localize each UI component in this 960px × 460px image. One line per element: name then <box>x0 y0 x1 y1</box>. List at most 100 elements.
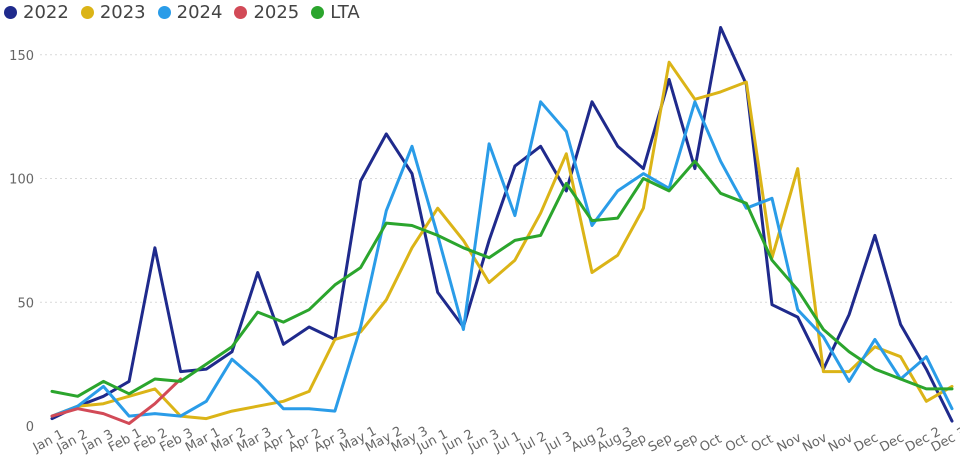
data-point-2022[interactable] <box>641 167 645 171</box>
data-point-2024[interactable] <box>719 159 723 163</box>
data-point-2023[interactable] <box>641 206 645 210</box>
legend-item-2024[interactable]: 2024 <box>157 2 222 23</box>
data-point-lta[interactable] <box>50 389 54 393</box>
data-point-2023[interactable] <box>487 281 491 285</box>
data-point-2024[interactable] <box>590 224 594 228</box>
data-point-2024[interactable] <box>513 214 517 218</box>
data-point-2023[interactable] <box>410 246 414 250</box>
data-point-2022[interactable] <box>436 290 440 294</box>
data-point-2022[interactable] <box>179 370 183 374</box>
data-point-2022[interactable] <box>410 172 414 176</box>
data-point-2022[interactable] <box>513 164 517 168</box>
data-point-lta[interactable] <box>281 320 285 324</box>
data-point-2023[interactable] <box>899 355 903 359</box>
data-point-2024[interactable] <box>847 379 851 383</box>
data-point-2022[interactable] <box>359 179 363 183</box>
data-point-lta[interactable] <box>436 233 440 237</box>
data-point-2023[interactable] <box>719 90 723 94</box>
data-point-2025[interactable] <box>153 402 157 406</box>
data-point-2023[interactable] <box>821 370 825 374</box>
data-point-2022[interactable] <box>281 342 285 346</box>
series-line-2024[interactable] <box>50 100 954 418</box>
data-point-lta[interactable] <box>667 189 671 193</box>
data-point-lta[interactable] <box>693 159 697 163</box>
data-point-2024[interactable] <box>153 412 157 416</box>
data-point-2022[interactable] <box>693 167 697 171</box>
data-point-lta[interactable] <box>256 310 260 314</box>
data-point-lta[interactable] <box>539 233 543 237</box>
data-point-lta[interactable] <box>513 238 517 242</box>
data-point-lta[interactable] <box>924 387 928 391</box>
data-point-2023[interactable] <box>153 387 157 391</box>
data-point-2022[interactable] <box>127 379 131 383</box>
data-point-2024[interactable] <box>924 355 928 359</box>
data-point-2024[interactable] <box>770 196 774 200</box>
data-point-2023[interactable] <box>873 345 877 349</box>
data-point-2024[interactable] <box>950 407 954 411</box>
data-point-lta[interactable] <box>847 350 851 354</box>
series-2023[interactable] <box>50 60 954 421</box>
data-point-2024[interactable] <box>256 379 260 383</box>
data-point-2022[interactable] <box>101 394 105 398</box>
data-point-lta[interactable] <box>744 201 748 205</box>
data-point-lta[interactable] <box>487 256 491 260</box>
data-point-lta[interactable] <box>101 379 105 383</box>
data-point-2023[interactable] <box>333 337 337 341</box>
series-line-2023[interactable] <box>50 60 954 421</box>
data-point-lta[interactable] <box>359 266 363 270</box>
data-point-2024[interactable] <box>693 100 697 104</box>
data-point-2022[interactable] <box>616 144 620 148</box>
data-point-2022[interactable] <box>873 233 877 237</box>
data-point-2023[interactable] <box>281 399 285 403</box>
data-point-2023[interactable] <box>564 152 568 156</box>
data-point-lta[interactable] <box>564 181 568 185</box>
data-point-2024[interactable] <box>487 142 491 146</box>
series-line-2025[interactable] <box>50 377 183 425</box>
data-point-2024[interactable] <box>179 414 183 418</box>
data-point-2024[interactable] <box>564 130 568 134</box>
data-point-2024[interactable] <box>539 100 543 104</box>
data-point-lta[interactable] <box>76 394 80 398</box>
data-point-2023[interactable] <box>204 417 208 421</box>
data-point-lta[interactable] <box>899 377 903 381</box>
data-point-2023[interactable] <box>101 402 105 406</box>
data-point-2022[interactable] <box>899 323 903 327</box>
data-point-lta[interactable] <box>179 379 183 383</box>
series-lta[interactable] <box>50 159 954 398</box>
data-point-2022[interactable] <box>153 246 157 250</box>
data-point-lta[interactable] <box>873 367 877 371</box>
data-point-2022[interactable] <box>307 325 311 329</box>
data-point-2024[interactable] <box>616 189 620 193</box>
data-point-lta[interactable] <box>153 377 157 381</box>
data-point-2023[interactable] <box>384 298 388 302</box>
data-point-2022[interactable] <box>719 26 723 30</box>
data-point-2025[interactable] <box>127 422 131 426</box>
data-point-2023[interactable] <box>461 238 465 242</box>
data-point-2023[interactable] <box>513 258 517 262</box>
data-point-2025[interactable] <box>76 407 80 411</box>
data-point-2024[interactable] <box>204 399 208 403</box>
data-point-2024[interactable] <box>230 357 234 361</box>
data-point-lta[interactable] <box>616 216 620 220</box>
series-line-2022[interactable] <box>50 26 954 423</box>
data-point-2022[interactable] <box>590 100 594 104</box>
data-point-2022[interactable] <box>539 144 543 148</box>
data-point-2023[interactable] <box>436 206 440 210</box>
data-point-2023[interactable] <box>744 80 748 84</box>
data-point-2025[interactable] <box>101 412 105 416</box>
data-point-2023[interactable] <box>924 399 928 403</box>
data-point-2023[interactable] <box>847 370 851 374</box>
data-point-2023[interactable] <box>539 211 543 215</box>
data-point-2023[interactable] <box>590 271 594 275</box>
data-point-2023[interactable] <box>307 389 311 393</box>
data-point-2024[interactable] <box>101 384 105 388</box>
legend-item-2025[interactable]: 2025 <box>234 2 299 23</box>
data-point-2023[interactable] <box>796 167 800 171</box>
data-point-2024[interactable] <box>461 328 465 332</box>
series-2025[interactable] <box>50 377 183 426</box>
data-point-lta[interactable] <box>230 345 234 349</box>
data-point-lta[interactable] <box>307 308 311 312</box>
data-point-lta[interactable] <box>127 392 131 396</box>
data-point-2023[interactable] <box>230 409 234 413</box>
data-point-2022[interactable] <box>796 315 800 319</box>
